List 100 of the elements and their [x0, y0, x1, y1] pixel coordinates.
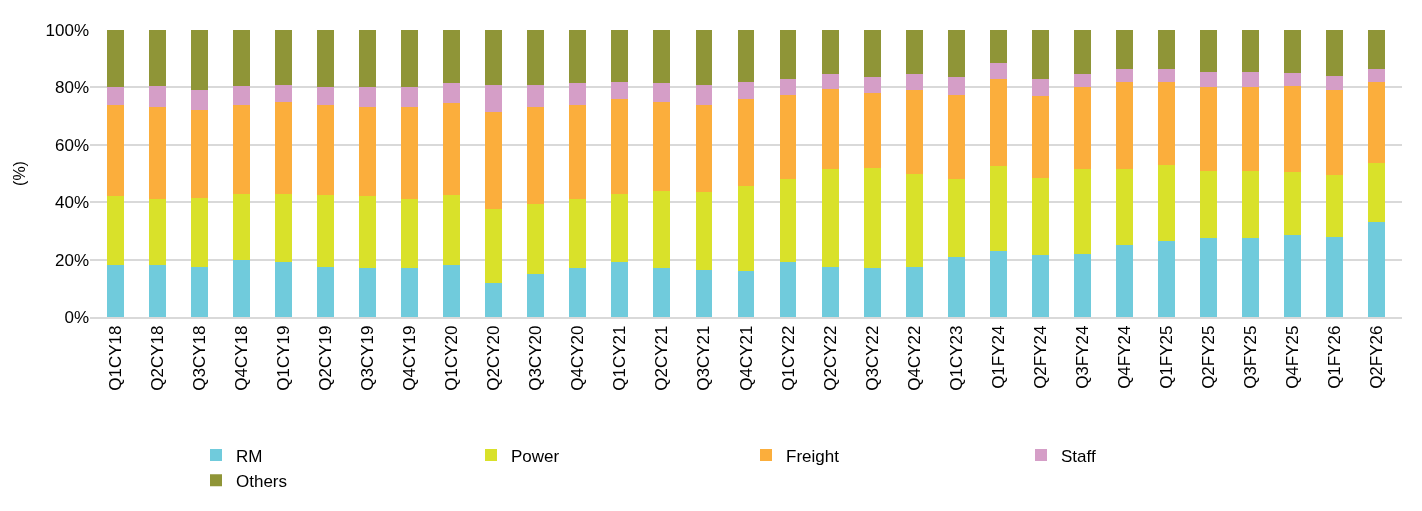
bar — [1158, 30, 1175, 69]
bar — [653, 83, 671, 102]
x-tick-label: Q3FY25 — [1241, 325, 1261, 389]
x-tick-label: Q2CY21 — [652, 325, 672, 391]
bar — [1200, 238, 1217, 317]
bar — [1031, 255, 1049, 317]
bar — [779, 94, 797, 180]
bar — [1116, 245, 1133, 317]
bar — [863, 268, 881, 317]
bar — [148, 85, 166, 108]
bar — [485, 30, 503, 85]
y-tick-label: 80% — [54, 78, 89, 98]
bar — [779, 30, 797, 79]
bar — [905, 30, 923, 75]
bar — [1242, 30, 1260, 72]
bar — [1284, 172, 1302, 236]
bar — [1158, 68, 1175, 82]
bar — [401, 107, 418, 200]
bar — [317, 87, 334, 105]
bar — [1074, 87, 1091, 170]
bar — [1031, 96, 1049, 178]
bar — [1326, 174, 1344, 237]
legend-label: Power — [511, 446, 560, 466]
bar — [401, 268, 418, 317]
bar — [485, 282, 503, 317]
bar — [1284, 73, 1302, 86]
bar — [1031, 78, 1049, 97]
bar — [527, 84, 545, 108]
x-tick-label: Q3CY21 — [694, 325, 714, 391]
bar — [737, 271, 755, 317]
bar — [527, 203, 545, 274]
bar — [401, 87, 418, 108]
bar — [190, 266, 208, 317]
bar — [737, 98, 755, 187]
bar — [1074, 253, 1091, 317]
bar — [1326, 30, 1344, 76]
x-tick-label: Q3CY19 — [358, 325, 378, 391]
x-tick-label: Q4CY20 — [568, 325, 588, 391]
bar — [106, 196, 124, 266]
x-tick-label: Q2CY19 — [316, 325, 336, 391]
bar — [527, 107, 545, 204]
bar — [148, 107, 166, 200]
bar — [569, 199, 587, 269]
bar — [1368, 30, 1386, 69]
bar — [821, 74, 839, 89]
bar — [653, 268, 671, 317]
x-tick-label: Q2FY25 — [1199, 325, 1219, 389]
bar — [232, 104, 250, 194]
legend-label: Others — [236, 471, 288, 491]
bar — [695, 192, 713, 270]
bar — [1116, 68, 1133, 82]
bar — [905, 74, 923, 91]
x-tick-label: Q1CY23 — [946, 325, 966, 391]
bar — [947, 256, 965, 317]
bar — [1116, 169, 1133, 246]
bar — [190, 110, 208, 198]
bar — [148, 265, 166, 317]
bar — [359, 87, 376, 108]
bar — [989, 250, 1007, 317]
legend-label: Freight — [786, 446, 840, 466]
bar — [148, 199, 166, 266]
bar — [863, 93, 881, 168]
bar — [989, 78, 1007, 167]
bar — [989, 63, 1007, 79]
bar — [989, 30, 1007, 63]
bar — [1368, 222, 1386, 317]
bar — [443, 83, 461, 104]
bar — [737, 81, 755, 99]
bar — [317, 104, 334, 196]
x-tick-label: Q3CY22 — [862, 325, 882, 391]
bar — [821, 169, 839, 267]
bar — [695, 30, 713, 85]
bar — [359, 268, 376, 317]
x-tick-label: Q1CY19 — [273, 325, 293, 391]
bar — [190, 30, 208, 91]
bar — [106, 87, 124, 105]
x-tick-label: Q4CY22 — [904, 325, 924, 391]
x-tick-label: Q1CY21 — [610, 325, 630, 391]
bar — [1158, 81, 1175, 165]
bar — [485, 209, 503, 283]
bar — [106, 30, 124, 88]
x-tick-label: Q1FY26 — [1325, 325, 1345, 389]
bar — [190, 197, 208, 267]
bar — [1368, 68, 1386, 82]
bar — [779, 179, 797, 263]
bar — [905, 266, 923, 317]
bar — [947, 30, 965, 78]
bar — [1368, 81, 1386, 164]
bar — [737, 30, 755, 82]
bar — [275, 84, 292, 102]
bar — [317, 30, 334, 88]
x-tick-label: Q3FY24 — [1072, 325, 1092, 389]
bar — [359, 196, 376, 269]
x-tick-label: Q4FY24 — [1114, 325, 1134, 389]
bar — [821, 88, 839, 170]
bar — [569, 30, 587, 84]
x-tick-label: Q4CY19 — [400, 325, 420, 391]
bar — [1031, 30, 1049, 79]
bar — [863, 77, 881, 94]
bar — [1074, 30, 1091, 75]
